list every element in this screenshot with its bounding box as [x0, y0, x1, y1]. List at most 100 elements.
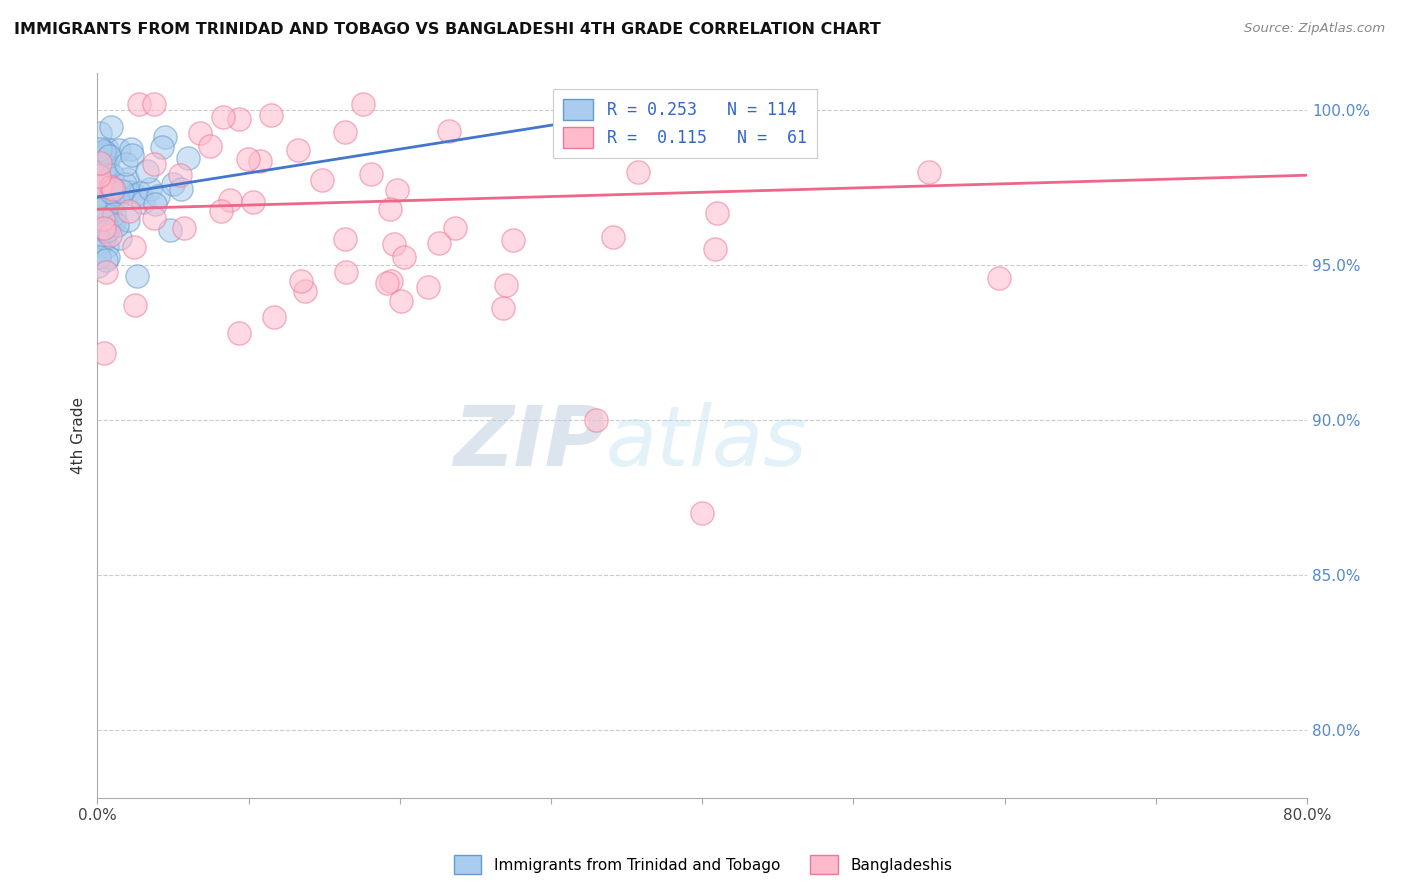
Point [91, 163, 114, 178]
Point [89, 194, 111, 209]
Point [360, 167, 382, 181]
Point [198, 139, 221, 153]
Legend: R = 0.253   N = 114, R =  0.115   N =  61: R = 0.253 N = 114, R = 0.115 N = 61 [554, 88, 817, 158]
Point [87, 218, 110, 232]
Point [97, 251, 120, 265]
Point [128, 186, 150, 200]
Point [89, 191, 111, 205]
Point [89, 156, 111, 170]
Point [437, 124, 460, 138]
Point [335, 265, 357, 279]
Point [495, 278, 517, 293]
Point [87, 178, 110, 193]
Point [96, 239, 118, 253]
Point [263, 310, 285, 324]
Point [118, 203, 141, 218]
Text: IMMIGRANTS FROM TRINIDAD AND TOBAGO VS BANGLADESHI 4TH GRADE CORRELATION CHART: IMMIGRANTS FROM TRINIDAD AND TOBAGO VS B… [14, 22, 880, 37]
Point [87, 204, 110, 219]
Point [209, 204, 232, 219]
Point [110, 184, 132, 198]
Point [97, 223, 120, 237]
Point [90, 186, 112, 201]
Point [94, 147, 117, 161]
Point [173, 220, 195, 235]
Y-axis label: 4th Grade: 4th Grade [72, 397, 86, 474]
Point [91, 219, 114, 234]
Point [502, 233, 524, 247]
Point [90, 236, 112, 251]
Point [93, 220, 115, 235]
Point [333, 232, 356, 246]
Point [103, 207, 125, 221]
Point [118, 185, 141, 199]
Point [87, 181, 110, 195]
Point [105, 194, 128, 208]
Point [90, 215, 112, 229]
Point [100, 179, 122, 194]
Point [115, 172, 138, 186]
Point [378, 202, 401, 216]
Point [125, 268, 148, 283]
Point [96, 159, 118, 173]
Point [104, 187, 127, 202]
Point [93, 181, 115, 195]
Point [87, 172, 110, 186]
Point [143, 196, 166, 211]
Point [294, 284, 316, 298]
Point [89, 196, 111, 211]
Point [333, 125, 356, 139]
Point [91, 218, 114, 232]
Point [103, 181, 125, 195]
Point [93, 197, 115, 211]
Point [89, 207, 111, 221]
Point [443, 220, 465, 235]
Point [290, 274, 312, 288]
Point [90, 163, 112, 178]
Point [98, 149, 121, 163]
Point [90, 208, 112, 222]
Point [124, 187, 146, 202]
Point [90, 192, 112, 206]
Point [706, 206, 728, 220]
Point [385, 183, 408, 197]
Point [93, 145, 115, 159]
Point [676, 136, 699, 151]
Point [121, 148, 143, 162]
Point [94, 209, 117, 223]
Point [90, 202, 112, 216]
Point [93, 145, 115, 160]
Point [94, 156, 117, 170]
Point [94, 265, 117, 279]
Point [91, 213, 114, 227]
Point [108, 143, 131, 157]
Point [690, 506, 713, 520]
Point [96, 252, 118, 267]
Point [93, 345, 115, 359]
Point [94, 182, 117, 196]
Point [108, 231, 131, 245]
Point [287, 143, 309, 157]
Point [143, 211, 166, 226]
Point [101, 212, 124, 227]
Point [311, 173, 333, 187]
Point [143, 97, 166, 112]
Point [91, 179, 114, 194]
Point [96, 223, 118, 237]
Point [98, 228, 121, 243]
Point [89, 250, 111, 264]
Point [91, 178, 114, 193]
Point [177, 151, 200, 165]
Point [260, 108, 283, 122]
Point [94, 159, 117, 173]
Point [128, 97, 150, 112]
Point [600, 123, 623, 137]
Point [87, 197, 110, 211]
Text: Source: ZipAtlas.com: Source: ZipAtlas.com [1244, 22, 1385, 36]
Point [105, 218, 128, 232]
Point [89, 196, 111, 211]
Point [103, 215, 125, 229]
Point [90, 178, 112, 193]
Point [212, 110, 235, 124]
Point [132, 195, 155, 210]
Point [238, 152, 260, 166]
